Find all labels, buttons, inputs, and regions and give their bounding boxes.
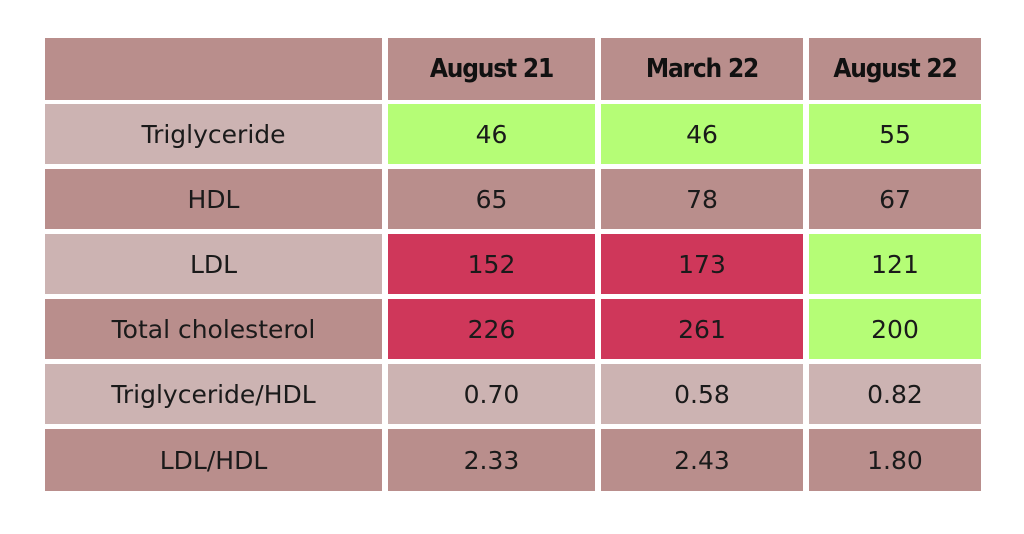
header-corner: [45, 38, 382, 100]
column-header: August 22: [809, 38, 981, 100]
row-label: LDL: [45, 234, 382, 294]
value-cell: 46: [388, 104, 595, 164]
value-cell: 261: [601, 299, 803, 359]
value-cell: 2.43: [601, 429, 803, 491]
row-label: Total cholesterol: [45, 299, 382, 359]
value-cell: 1.80: [809, 429, 981, 491]
value-cell: 121: [809, 234, 981, 294]
column-header: August 21: [388, 38, 595, 100]
value-cell: 226: [388, 299, 595, 359]
row-label: LDL/HDL: [45, 429, 382, 491]
value-cell: 67: [809, 169, 981, 229]
value-cell: 0.58: [601, 364, 803, 424]
value-cell: 78: [601, 169, 803, 229]
value-cell: 200: [809, 299, 981, 359]
column-header: March 22: [601, 38, 803, 100]
value-cell: 65: [388, 169, 595, 229]
row-label: HDL: [45, 169, 382, 229]
value-cell: 46: [601, 104, 803, 164]
row-label: Triglyceride: [45, 104, 382, 164]
value-cell: 0.70: [388, 364, 595, 424]
value-cell: 0.82: [809, 364, 981, 424]
value-cell: 173: [601, 234, 803, 294]
value-cell: 2.33: [388, 429, 595, 491]
row-label: Triglyceride/HDL: [45, 364, 382, 424]
value-cell: 55: [809, 104, 981, 164]
value-cell: 152: [388, 234, 595, 294]
